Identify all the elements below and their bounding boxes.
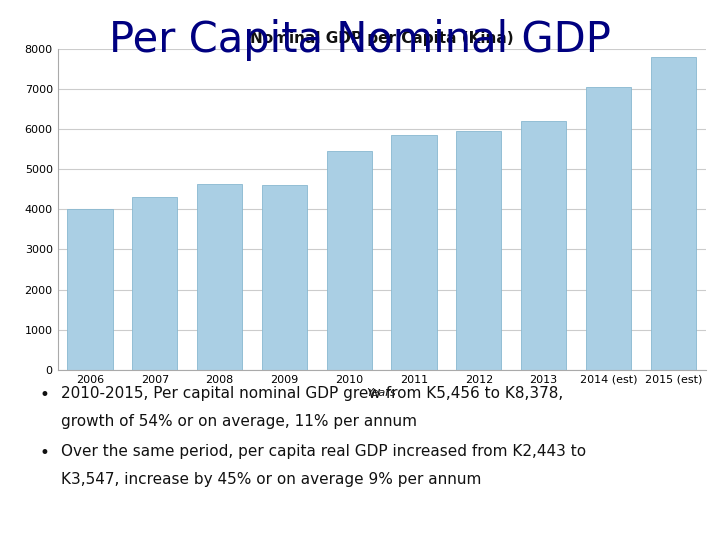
Text: 2010-2015, Per capital nominal GDP grew from K5,456 to K8,378,: 2010-2015, Per capital nominal GDP grew …	[61, 386, 564, 401]
Bar	[456, 131, 501, 370]
Bar	[327, 151, 372, 370]
Text: •: •	[40, 386, 50, 404]
Bar	[197, 184, 242, 370]
Text: Over the same period, per capita real GDP increased from K2,443 to: Over the same period, per capita real GD…	[61, 444, 586, 458]
Bar	[132, 197, 178, 370]
Text: growth of 54% or on average, 11% per annum: growth of 54% or on average, 11% per ann…	[61, 414, 417, 429]
Text: •: •	[40, 444, 50, 462]
X-axis label: Years: Years	[366, 388, 397, 397]
Bar	[586, 87, 631, 370]
Bar	[392, 135, 436, 370]
Bar	[521, 121, 567, 370]
Bar	[262, 185, 307, 370]
Bar	[68, 209, 113, 370]
Bar	[651, 57, 696, 370]
Title: Nominal GDP per Capita (Kina): Nominal GDP per Capita (Kina)	[250, 31, 513, 46]
Text: K3,547, increase by 45% or on average 9% per annum: K3,547, increase by 45% or on average 9%…	[61, 472, 482, 487]
Text: Per Capita Nominal GDP: Per Capita Nominal GDP	[109, 19, 611, 61]
